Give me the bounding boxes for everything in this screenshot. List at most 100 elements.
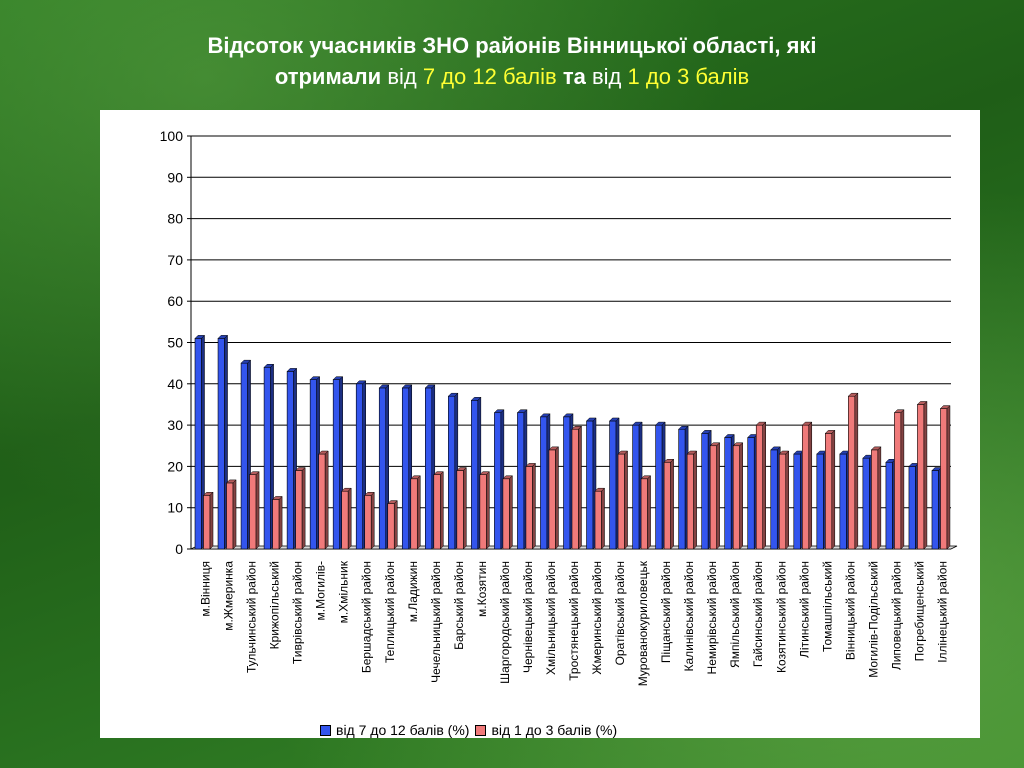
bar-1-3-30 (894, 412, 902, 550)
x-tick-label-14: Чернівецький район (521, 561, 535, 673)
bar-1-3-3 (272, 499, 280, 550)
bar-side-1-3-12 (486, 471, 490, 550)
bar-side-1-3-29 (877, 446, 882, 550)
x-tick-label-19: Мурованокуриловецьк (636, 560, 650, 686)
bar-1-3-23 (732, 445, 740, 550)
bar-side-1-3-31 (923, 400, 928, 550)
bar-7-12-21 (678, 428, 686, 550)
bar-7-12-19 (632, 424, 640, 550)
bar-7-12-10 (425, 387, 433, 550)
x-tick-label-6: м.Хмільник (337, 560, 351, 623)
bar-7-12-29 (862, 457, 870, 550)
bar-side-1-3-7 (370, 491, 375, 550)
bar-7-12-1 (217, 338, 225, 550)
x-tick-label-15: Хмільницький район (544, 561, 558, 675)
bar-7-12-12 (471, 400, 479, 550)
x-tick-label-27: Томашпільський (820, 561, 834, 652)
x-tick-label-3: Крижопільський (268, 561, 282, 649)
bar-1-3-6 (341, 490, 349, 550)
x-tick-label-9: м.Ладижин (406, 561, 420, 622)
bar-1-3-19 (640, 478, 648, 550)
bar-1-3-28 (848, 395, 856, 550)
bar-7-12-30 (885, 461, 893, 550)
bar-7-12-18 (609, 420, 617, 550)
x-tick-label-10: Чечельницький район (429, 561, 443, 683)
x-tick-label-29: Могилів-Подільський (866, 561, 880, 678)
bar-7-12-8 (378, 387, 387, 550)
bar-1-3-17 (594, 490, 602, 550)
bar-7-12-11 (448, 395, 456, 550)
bar-7-12-0 (194, 338, 202, 550)
title-word-vid-1: від (387, 64, 417, 89)
x-tick-label-1: м.Жмеринка (222, 561, 236, 631)
bar-1-3-32 (940, 408, 948, 550)
bar-1-3-24 (755, 424, 764, 550)
bar-7-12-15 (540, 416, 548, 550)
legend-label-1-3: від 1 до 3 балів (%) (491, 722, 618, 738)
bar-1-3-8 (387, 503, 395, 550)
title-range-7-12: 7 до 12 балів (422, 64, 557, 89)
bar-side-1-3-16 (578, 425, 582, 550)
bar-7-12-7 (355, 383, 364, 550)
legend-label-7-12: від 7 до 12 балів (%) (336, 722, 470, 738)
bar-side-1-3-30 (900, 409, 905, 550)
bar-1-3-20 (663, 461, 671, 550)
bar-7-12-25 (770, 449, 778, 550)
y-tick-label-40: 40 (167, 376, 183, 392)
x-tick-label-32: Іллінецький район (935, 561, 949, 663)
bar-side-1-3-15 (555, 446, 559, 550)
bar-7-12-14 (517, 412, 525, 550)
bar-side-1-3-5 (324, 450, 329, 550)
bar-7-12-17 (586, 420, 594, 550)
bar-7-12-2 (240, 362, 248, 550)
bar-7-12-27 (816, 453, 824, 550)
bar-1-3-13 (502, 478, 510, 550)
bar-1-3-16 (571, 428, 579, 550)
bar-7-12-6 (332, 379, 340, 550)
bar-7-12-13 (494, 412, 502, 550)
bar-7-12-5 (309, 379, 317, 550)
bar-7-12-26 (793, 453, 801, 550)
bar-1-3-10 (433, 474, 441, 550)
bar-7-12-9 (401, 387, 410, 550)
bar-side-1-3-20 (670, 458, 674, 550)
x-tick-label-16: Тростянецький район (567, 561, 581, 681)
x-tick-label-24: Гайсинський район (751, 561, 765, 667)
x-tick-label-18: Оратівський район (613, 561, 627, 665)
bar-side-1-3-19 (647, 475, 651, 550)
bar-1-3-26 (801, 424, 810, 550)
x-tick-label-4: Тиврівський район (291, 561, 305, 664)
bar-side-1-3-22 (716, 442, 720, 550)
bar-7-12-24 (747, 437, 755, 550)
bar-1-3-31 (917, 404, 925, 550)
bar-side-1-3-10 (440, 471, 444, 550)
title-range-1-3: 1 до 3 балів (627, 64, 750, 89)
bar-1-3-15 (548, 449, 556, 550)
legend-swatch-1-3 (475, 724, 487, 736)
bar-chart: 0 10 20 30 40 50 60 70 80 90 100 м.Вінниця м.Жмеринк… (160, 128, 958, 686)
y-tick-label-100: 100 (160, 128, 184, 144)
bar-side-1-3-28 (854, 392, 859, 550)
bar-side-1-3-18 (624, 450, 628, 550)
bar-side-1-3-24 (762, 421, 766, 550)
bar-side-1-3-14 (532, 462, 536, 550)
y-tick-label-10: 10 (167, 500, 183, 516)
bar-side-1-3-26 (808, 421, 813, 550)
y-tick-label-0: 0 (175, 541, 183, 557)
x-tick-label-28: Вінницький район (843, 561, 857, 660)
title-line-1: Відсоток учасників ЗНО районів Вінницько… (207, 33, 817, 58)
bar-1-3-9 (410, 478, 418, 550)
bar-side-1-3-23 (739, 442, 743, 550)
bar-7-12-28 (839, 453, 847, 550)
x-tick-label-11: Барський район (452, 561, 466, 650)
bar-1-3-12 (479, 474, 487, 550)
x-tick-label-12: м.Козятин (475, 561, 489, 617)
x-tick-label-26: Літинський район (797, 561, 811, 658)
bar-side-1-3-6 (347, 487, 352, 550)
x-tick-label-30: Липовецький район (889, 561, 903, 670)
chart-panel: 0 10 20 30 40 50 60 70 80 90 100 м.Вінниця м.Жмеринк… (100, 110, 980, 738)
y-tick-label-20: 20 (167, 458, 183, 474)
chart-legend: від 7 до 12 балів (%) від 1 до 3 балів (… (314, 719, 617, 741)
bar-1-3-5 (318, 453, 326, 550)
bar-side-1-3-21 (693, 450, 697, 550)
